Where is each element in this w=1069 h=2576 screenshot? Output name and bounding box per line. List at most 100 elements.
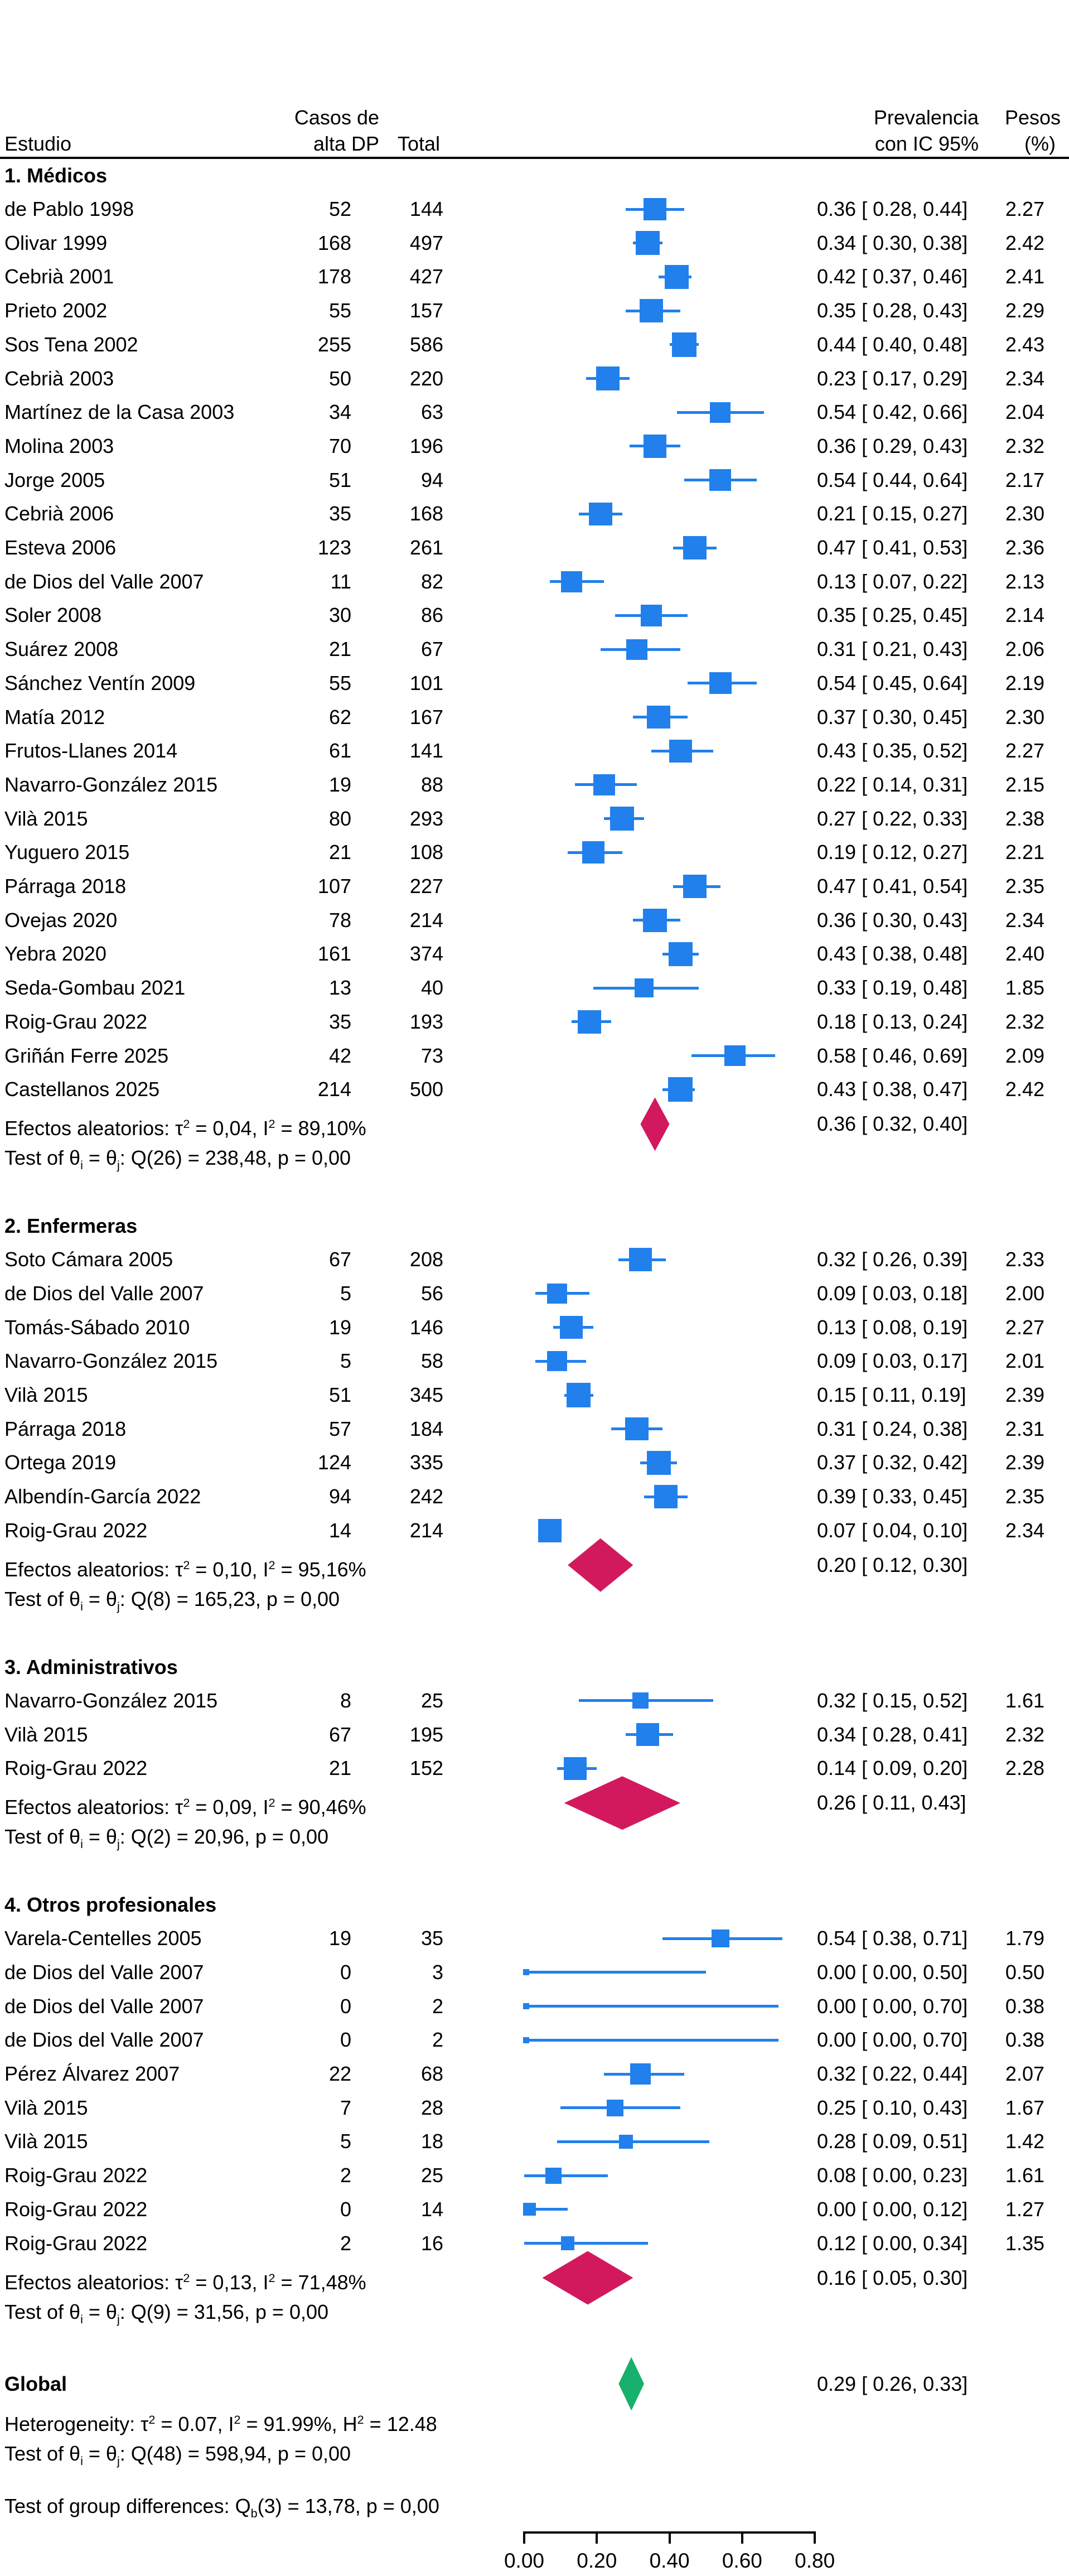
study-ci: 0.47 [ 0.41, 0.54] bbox=[817, 875, 968, 898]
study-weight: 2.43 bbox=[1005, 332, 1044, 356]
study-ci: 0.32 [ 0.26, 0.39] bbox=[817, 1248, 968, 1271]
estimate-square bbox=[628, 1248, 652, 1272]
study-ci: 0.54 [ 0.42, 0.66] bbox=[817, 401, 968, 424]
estimate-square bbox=[654, 1484, 678, 1509]
group-summary-ci: 0.20 [ 0.12, 0.30] bbox=[817, 1553, 968, 1576]
ci-whisker bbox=[557, 2140, 710, 2143]
group-summary-diamond bbox=[640, 1097, 670, 1151]
study-ci: 0.39 [ 0.33, 0.45] bbox=[817, 1485, 968, 1508]
study-total: 195 bbox=[409, 1723, 443, 1746]
study-ci: 0.34 [ 0.30, 0.38] bbox=[817, 231, 968, 254]
study-label: Cebrià 2003 bbox=[4, 366, 114, 390]
study-cases: 22 bbox=[328, 2062, 351, 2085]
study-weight: 2.00 bbox=[1005, 1281, 1044, 1305]
study-weight: 2.13 bbox=[1005, 570, 1044, 593]
study-total: 82 bbox=[420, 570, 443, 593]
study-ci: 0.14 [ 0.09, 0.20] bbox=[817, 1757, 968, 1780]
study-cases: 123 bbox=[317, 536, 351, 559]
group-differences-line: Test of group differences: Qb(3) = 13,78… bbox=[4, 2494, 439, 2520]
estimate-square bbox=[593, 774, 615, 796]
study-ci: 0.00 [ 0.00, 0.70] bbox=[817, 1994, 968, 2018]
study-weight: 1.61 bbox=[1005, 2164, 1044, 2187]
axis-tick-label: 0.40 bbox=[649, 2549, 690, 2572]
global-heterogeneity-line: Heterogeneity: τ2 = 0.07, I2 = 91.99%, H… bbox=[4, 2412, 437, 2435]
study-total: 214 bbox=[409, 908, 443, 932]
study-label: Sos Tena 2002 bbox=[4, 332, 138, 356]
study-cases: 13 bbox=[328, 976, 351, 1000]
estimate-square bbox=[582, 841, 604, 864]
study-total: 214 bbox=[409, 1518, 443, 1542]
estimate-square bbox=[545, 2167, 562, 2184]
study-cases: 51 bbox=[328, 1383, 351, 1406]
study-cases: 107 bbox=[317, 875, 351, 898]
study-label: Sánchez Ventín 2009 bbox=[4, 671, 196, 694]
estimate-square bbox=[646, 1450, 671, 1475]
study-total: 242 bbox=[409, 1485, 443, 1508]
study-total: 25 bbox=[420, 2164, 443, 2187]
axis-tick-label: 0.00 bbox=[504, 2549, 544, 2572]
study-ci: 0.54 [ 0.38, 0.71] bbox=[817, 1927, 968, 1950]
study-weight: 2.04 bbox=[1005, 401, 1044, 424]
study-label: Cebrià 2006 bbox=[4, 502, 114, 525]
estimate-square bbox=[709, 672, 732, 694]
study-total: 227 bbox=[409, 875, 443, 898]
estimate-square bbox=[618, 2134, 633, 2149]
study-total: 101 bbox=[409, 671, 443, 694]
global-summary-diamond bbox=[618, 2357, 644, 2411]
study-weight: 2.06 bbox=[1005, 638, 1044, 661]
study-label: Roig-Grau 2022 bbox=[4, 2197, 148, 2221]
estimate-square bbox=[560, 1316, 583, 1339]
header-pesos-line1: Pesos bbox=[1004, 106, 1061, 129]
study-total: 68 bbox=[420, 2062, 443, 2085]
estimate-square bbox=[589, 502, 612, 525]
estimate-square bbox=[668, 1077, 693, 1102]
study-total: 168 bbox=[409, 502, 443, 525]
study-ci: 0.07 [ 0.04, 0.10] bbox=[817, 1518, 968, 1542]
study-weight: 2.36 bbox=[1005, 536, 1044, 559]
estimate-square bbox=[635, 230, 660, 255]
study-label: Roig-Grau 2022 bbox=[4, 1010, 148, 1033]
study-label: Vilà 2015 bbox=[4, 1723, 88, 1746]
study-cases: 14 bbox=[328, 1518, 351, 1542]
estimate-square bbox=[546, 1351, 567, 1372]
ci-whisker bbox=[524, 2038, 779, 2042]
header-prevalencia-line2: con IC 95% bbox=[874, 132, 979, 155]
study-cases: 94 bbox=[328, 1485, 351, 1508]
study-weight: 2.34 bbox=[1005, 366, 1044, 390]
axis-tick bbox=[596, 2531, 598, 2544]
study-cases: 62 bbox=[328, 705, 351, 729]
group-summary-label: Efectos aleatorios: τ2 = 0,04, I2 = 89,1… bbox=[4, 1117, 366, 1140]
study-cases: 19 bbox=[328, 1315, 351, 1339]
study-label: Soto Cámara 2005 bbox=[4, 1248, 173, 1271]
estimate-square bbox=[630, 2063, 651, 2085]
study-weight: 2.42 bbox=[1005, 1078, 1044, 1101]
axis-tick bbox=[814, 2531, 816, 2544]
study-weight: 2.34 bbox=[1005, 908, 1044, 932]
study-label: Vilà 2015 bbox=[4, 807, 88, 830]
study-total: 427 bbox=[409, 265, 443, 288]
study-total: 586 bbox=[409, 332, 443, 356]
study-cases: 21 bbox=[328, 1757, 351, 1780]
study-cases: 57 bbox=[328, 1417, 351, 1440]
estimate-square bbox=[567, 1383, 591, 1407]
axis-tick-label: 0.20 bbox=[577, 2549, 617, 2572]
study-cases: 178 bbox=[317, 265, 351, 288]
estimate-square bbox=[626, 639, 647, 660]
study-ci: 0.31 [ 0.24, 0.38] bbox=[817, 1417, 968, 1440]
group-summary-ci: 0.36 [ 0.32, 0.40] bbox=[817, 1112, 968, 1136]
study-cases: 124 bbox=[317, 1451, 351, 1474]
study-total: 261 bbox=[409, 536, 443, 559]
study-label: Soler 2008 bbox=[4, 604, 102, 627]
estimate-square bbox=[538, 1518, 562, 1542]
study-label: Prieto 2002 bbox=[4, 299, 108, 322]
study-total: 40 bbox=[420, 976, 443, 1000]
study-total: 146 bbox=[409, 1315, 443, 1339]
study-total: 220 bbox=[409, 366, 443, 390]
study-ci: 0.58 [ 0.46, 0.69] bbox=[817, 1044, 968, 1067]
study-cases: 11 bbox=[330, 570, 351, 593]
study-ci: 0.12 [ 0.00, 0.34] bbox=[817, 2231, 968, 2255]
study-ci: 0.36 [ 0.29, 0.43] bbox=[817, 434, 968, 457]
estimate-square bbox=[683, 874, 707, 899]
study-total: 25 bbox=[420, 1689, 443, 1712]
study-total: 152 bbox=[409, 1757, 443, 1780]
